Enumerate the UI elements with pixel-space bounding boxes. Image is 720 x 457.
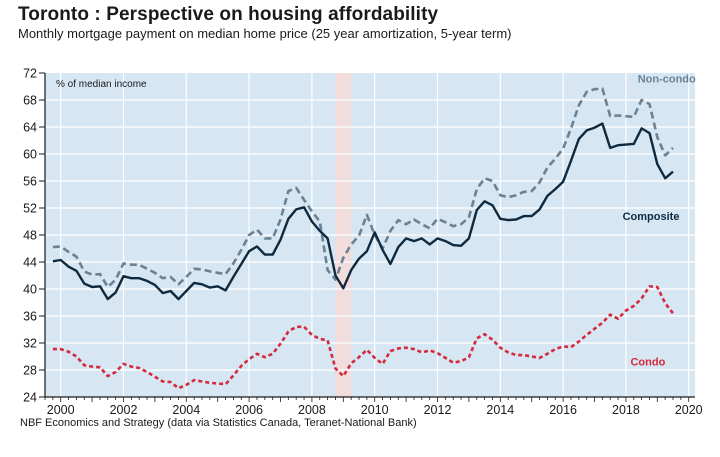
y-tick-label: 36 — [23, 310, 37, 324]
x-tick-label: 2010 — [361, 403, 389, 417]
y-unit-label: % of median income — [56, 79, 147, 90]
series-line-composite — [52, 122, 674, 301]
y-tick-label: 64 — [23, 121, 37, 135]
y-tick-label: 68 — [23, 94, 37, 108]
chart-source: NBF Economics and Strategy (data via Sta… — [20, 417, 417, 429]
y-tick-label: 72 — [23, 67, 37, 81]
x-tick-label: 2014 — [486, 403, 514, 417]
x-tick-label: 2008 — [298, 403, 326, 417]
x-tick-label: 2002 — [110, 403, 138, 417]
y-tick-label: 28 — [23, 364, 37, 378]
series-label-composite: Composite — [623, 211, 680, 223]
x-tick-label: 2012 — [424, 403, 452, 417]
x-tick-label: 2018 — [612, 403, 640, 417]
y-tick-label: 44 — [23, 256, 37, 270]
x-tick-label: 2004 — [172, 403, 200, 417]
series-label-non-condo: Non-condo — [638, 73, 696, 85]
y-tick-label: 60 — [23, 148, 37, 162]
x-tick-label: 2006 — [235, 403, 263, 417]
y-tick-label: 56 — [23, 175, 37, 189]
x-tick-label: 2020 — [675, 403, 703, 417]
chart-title: Toronto : Perspective on housing afforda… — [18, 4, 439, 25]
y-tick-label: 24 — [23, 391, 37, 405]
chart-subtitle: Monthly mortgage payment on median home … — [18, 26, 512, 41]
series-label-condo: Condo — [630, 356, 665, 368]
y-tick-label: 40 — [23, 283, 37, 297]
x-tick-label: 2016 — [549, 403, 577, 417]
y-tick-label: 48 — [23, 229, 37, 243]
y-tick-label: 52 — [23, 202, 37, 216]
y-tick-label: 32 — [23, 337, 37, 351]
series-line-condo — [52, 284, 675, 390]
x-tick-label: 2000 — [47, 403, 75, 417]
series-line-non-condo — [52, 87, 674, 289]
